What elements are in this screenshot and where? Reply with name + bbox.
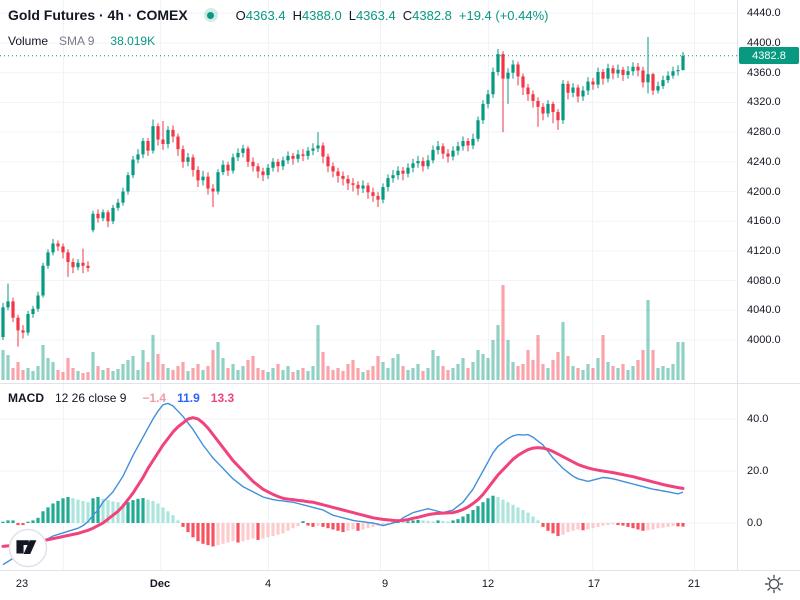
gridlines <box>0 0 737 570</box>
macd-line <box>2 402 684 566</box>
macd-histogram <box>1 495 685 547</box>
macd-signal-line <box>1 416 685 548</box>
volume-bars <box>1 285 685 380</box>
candlesticks <box>1 37 685 347</box>
